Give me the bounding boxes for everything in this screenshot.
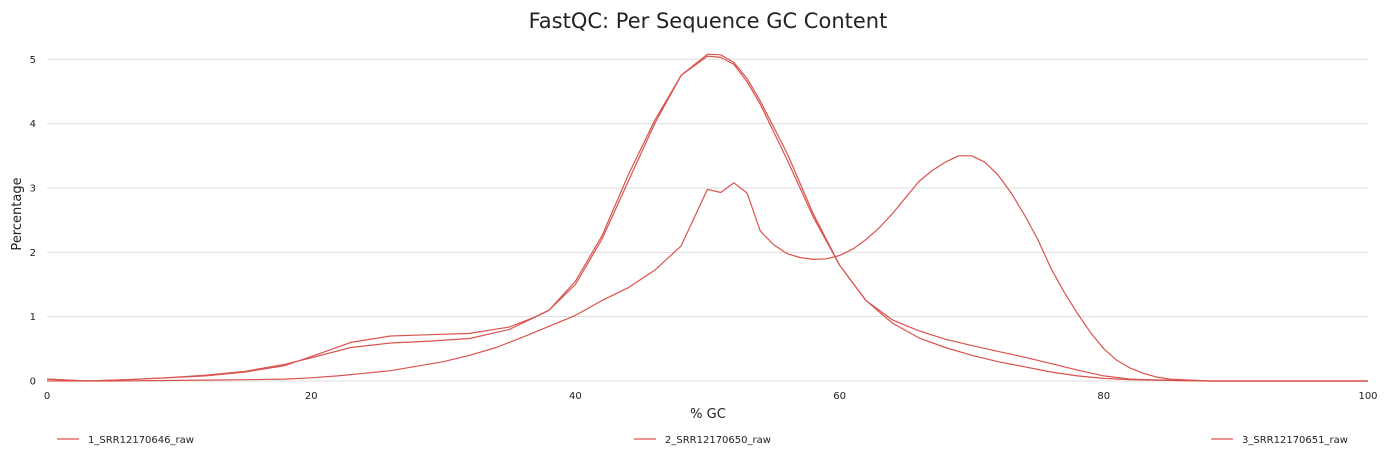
x-tick-labels: 0 20 40 60 80 100 <box>44 391 1378 402</box>
legend-label: 3_SRR12170651_raw <box>1242 435 1348 446</box>
grid-lines <box>47 58 1368 382</box>
series-line-3[interactable] <box>47 155 1368 382</box>
x-axis-label: % GC <box>690 407 726 422</box>
legend-item[interactable]: 3_SRR12170651_raw <box>1211 435 1348 446</box>
y-tick-label: 5 <box>30 55 36 66</box>
y-tick-label: 3 <box>30 183 36 194</box>
x-tick-label: 80 <box>1097 391 1110 402</box>
legend: 1_SRR12170646_raw 2_SRR12170650_raw 3_SRR1… <box>57 435 1348 446</box>
y-tick-label: 1 <box>30 312 36 323</box>
series-line-2[interactable] <box>46 53 1368 382</box>
series-line-1[interactable] <box>46 55 1368 382</box>
y-tick-labels: 0 1 2 3 4 5 <box>30 55 36 388</box>
chart-title: FastQC: Per Sequence GC Content <box>529 9 888 33</box>
y-tick-label: 2 <box>30 248 36 259</box>
x-tick-label: 60 <box>833 391 846 402</box>
y-tick-label: 0 <box>30 377 36 388</box>
legend-label: 2_SRR12170650_raw <box>665 435 771 446</box>
x-tick-label: 20 <box>305 391 318 402</box>
x-tick-label: 0 <box>44 391 50 402</box>
x-tick-label: 40 <box>569 391 582 402</box>
y-axis-label: Percentage <box>10 177 25 250</box>
series-lines <box>46 53 1368 382</box>
y-tick-label: 4 <box>30 119 36 130</box>
legend-item[interactable]: 1_SRR12170646_raw <box>57 435 194 446</box>
x-tick-label: 100 <box>1358 391 1377 402</box>
legend-label: 1_SRR12170646_raw <box>88 435 194 446</box>
legend-item[interactable]: 2_SRR12170650_raw <box>634 435 771 446</box>
